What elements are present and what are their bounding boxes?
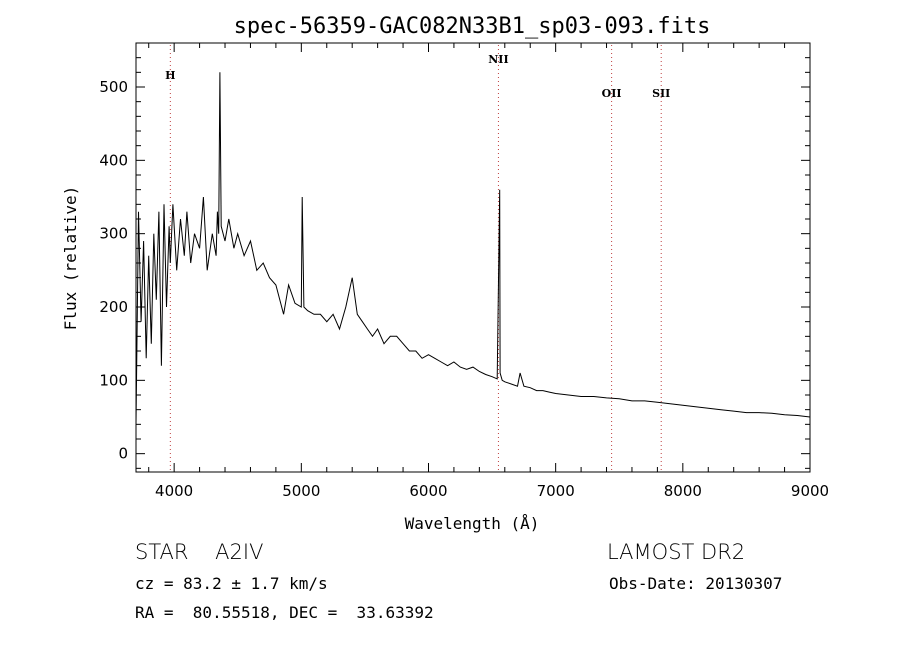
ra-dec-coordinates: RA = 80.55518, DEC = 33.63392 — [135, 603, 434, 622]
y-tick-label: 500 — [99, 78, 128, 96]
x-axis-label: Wavelength (Å) — [405, 514, 540, 533]
x-tick-label: 9000 — [791, 482, 829, 500]
y-tick-label: 300 — [99, 225, 128, 243]
y-axis: 0 100 200 300 400 500 — [99, 57, 810, 469]
survey-name: LAMOST DR2 — [607, 540, 746, 564]
redshift-cz: cz = 83.2 ± 1.7 km/s — [135, 574, 328, 593]
emission-line-label: H — [165, 69, 175, 82]
object-classification: STAR A2IV — [135, 540, 264, 564]
x-tick-label: 4000 — [155, 482, 193, 500]
x-tick-label: 6000 — [409, 482, 447, 500]
observation-date: Obs-Date: 20130307 — [609, 574, 783, 593]
emission-line-label: OII — [602, 87, 622, 100]
plot-frame — [135, 42, 811, 473]
chart-title: spec-56359-GAC082N33B1_sp03-093.fits — [234, 14, 711, 39]
y-tick-label: 100 — [99, 371, 128, 389]
x-tick-label: 5000 — [282, 482, 320, 500]
spectrum-line — [135, 72, 811, 425]
y-tick-label: 400 — [99, 151, 128, 169]
emission-line-label: NII — [488, 53, 508, 66]
y-tick-label: 0 — [118, 445, 128, 463]
x-axis: 4000 5000 6000 7000 8000 9000 — [148, 43, 829, 500]
x-tick-label: 7000 — [537, 482, 575, 500]
x-tick-label: 8000 — [664, 482, 702, 500]
emission-line-label: SII — [652, 87, 670, 100]
y-axis-label: Flux (relative) — [61, 186, 80, 331]
emission-line-markers: H NII OII SII — [165, 45, 670, 470]
y-tick-label: 200 — [99, 298, 128, 316]
